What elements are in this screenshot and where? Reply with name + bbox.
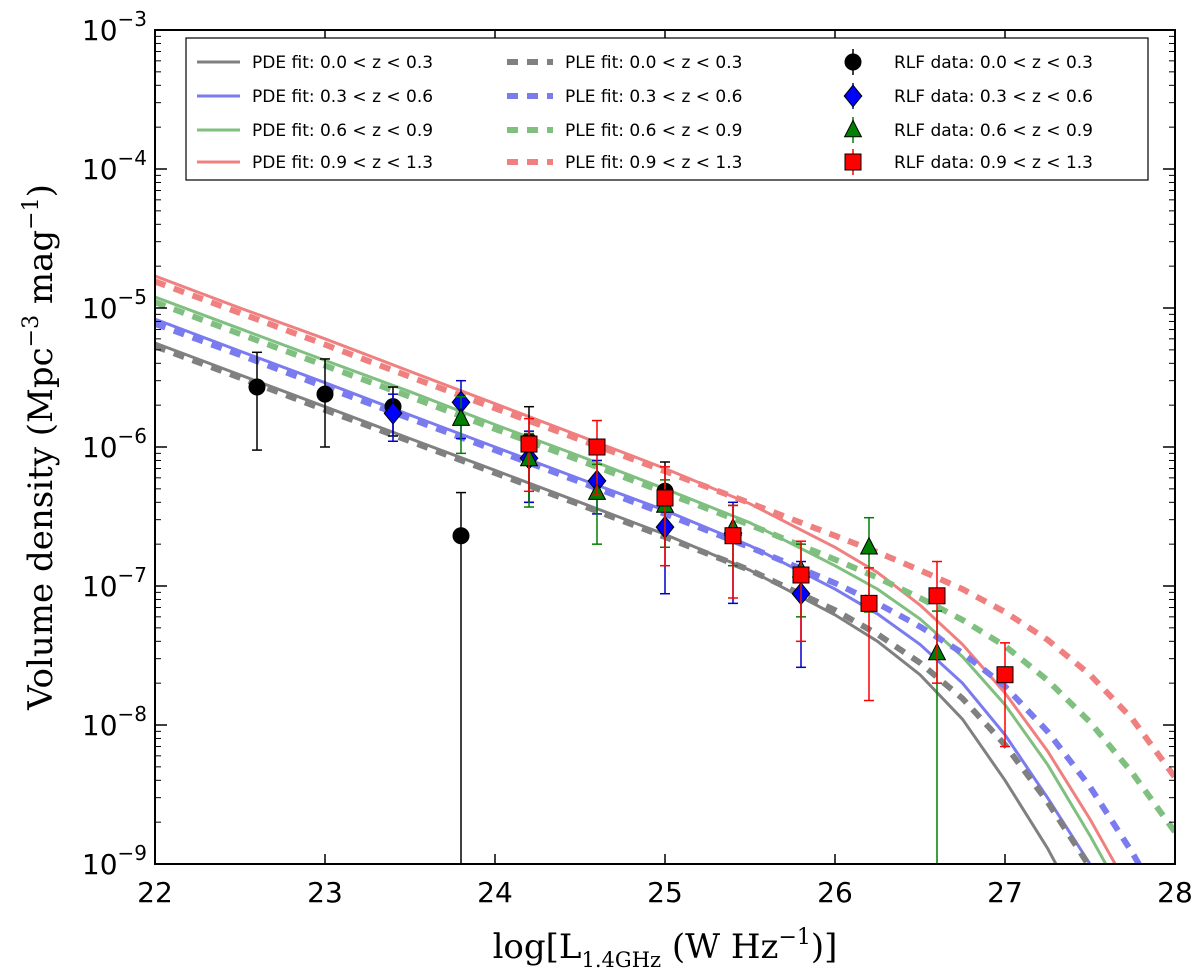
data-point-square: [792, 566, 810, 584]
x-tick-label: 28: [1157, 876, 1193, 909]
x-tick-label: 23: [307, 876, 343, 909]
curve-pde-fit-0-9-z-1-3: [155, 274, 1117, 864]
curve-ple-fit-0-3-z-0-6: [155, 320, 1143, 864]
legend-rlf-label: RLF data: 0.6 < z < 0.9: [894, 121, 1093, 141]
curve-ple-fit-0-0-z-0-3: [155, 343, 1092, 864]
y-axis-label: Volume density (Mpc−3 mag−1): [19, 184, 61, 711]
legend-rlf-marker: [844, 153, 862, 171]
x-tick-label: 27: [987, 876, 1023, 909]
data-point-diamond: [383, 401, 403, 425]
x-axis-label: log[L1.4GHz (W Hz−1)]: [493, 925, 838, 972]
legend-pde-label: PDE fit: 0.6 < z < 0.9: [252, 121, 433, 141]
y-tick-label: 10−4: [82, 146, 147, 186]
svg-text:Volume density (Mpc−3 mag−1): Volume density (Mpc−3 mag−1): [19, 184, 61, 711]
data-point-square: [520, 435, 538, 453]
data-point-circle: [248, 378, 266, 396]
data-point-circle: [316, 385, 334, 403]
data-points: [248, 351, 1014, 864]
legend-rlf-label: RLF data: 0.0 < z < 0.3: [894, 53, 1093, 73]
legend-ple-label: PLE fit: 0.9 < z < 1.3: [565, 153, 742, 173]
legend-rlf-marker: [844, 53, 862, 71]
y-tick-label: 10−3: [82, 7, 147, 47]
legend-pde-label: PDE fit: 0.3 < z < 0.6: [252, 87, 433, 107]
legend-box: [185, 37, 1149, 181]
curve-pde-fit-0-0-z-0-3: [155, 341, 1058, 864]
curve-ple-fit-0-6-z-0-9: [155, 299, 1175, 834]
y-tick-label: 10−6: [82, 424, 147, 464]
legend-pde-label: PDE fit: 0.9 < z < 1.3: [252, 153, 433, 173]
data-point-square: [724, 527, 742, 545]
fit-curves: [155, 274, 1175, 864]
data-point-triangle: [451, 407, 471, 426]
series-rlf-data-0-6-z-0-9: [451, 395, 947, 864]
legend-ple-label: PLE fit: 0.3 < z < 0.6: [565, 87, 742, 107]
x-tick-label: 26: [817, 876, 853, 909]
series-rlf-data-0-9-z-1-3: [520, 417, 1014, 748]
x-tick-label: 25: [647, 876, 683, 909]
data-point-square: [656, 489, 674, 507]
legend-ple-label: PLE fit: 0.0 < z < 0.3: [565, 53, 742, 73]
svg-text:log[L1.4GHz (W Hz−1)]: log[L1.4GHz (W Hz−1)]: [493, 925, 838, 972]
curve-pde-fit-0-3-z-0-6: [155, 317, 1092, 864]
curve-pde-fit-0-6-z-0-9: [155, 295, 1108, 864]
legend-rlf-marker: [843, 84, 863, 108]
y-tick-label: 10−9: [82, 841, 147, 881]
plot-frame: [154, 29, 1176, 865]
data-point-circle: [452, 527, 470, 545]
data-point-triangle: [859, 536, 879, 555]
data-point-square: [588, 438, 606, 456]
x-tick-label: 24: [477, 876, 513, 909]
legend: PDE fit: 0.0 < z < 0.3 PDE fit: 0.3 < z <…: [185, 37, 1149, 181]
curve-ple-fit-0-9-z-1-3: [155, 278, 1175, 780]
y-tick-label: 10−5: [82, 285, 147, 325]
legend-ple-label: PLE fit: 0.6 < z < 0.9: [565, 121, 742, 141]
data-point-square: [860, 594, 878, 612]
legend-rlf-marker: [843, 119, 863, 138]
y-tick-label: 10−8: [82, 702, 147, 742]
data-point-square: [996, 666, 1014, 684]
x-tick-label: 22: [137, 876, 173, 909]
tick-labels: 22 23 24 25 26 27 28 10−9 10−8 10−7 10−6 10−5 10−4 10…: [82, 7, 1193, 909]
legend-rlf-label: RLF data: 0.9 < z < 1.3: [894, 153, 1093, 173]
legend-rlf-label: RLF data: 0.3 < z < 0.6: [894, 87, 1093, 107]
legend-pde-label: PDE fit: 0.0 < z < 0.3: [252, 53, 433, 73]
y-tick-label: 10−7: [82, 563, 147, 603]
data-point-square: [928, 587, 946, 605]
